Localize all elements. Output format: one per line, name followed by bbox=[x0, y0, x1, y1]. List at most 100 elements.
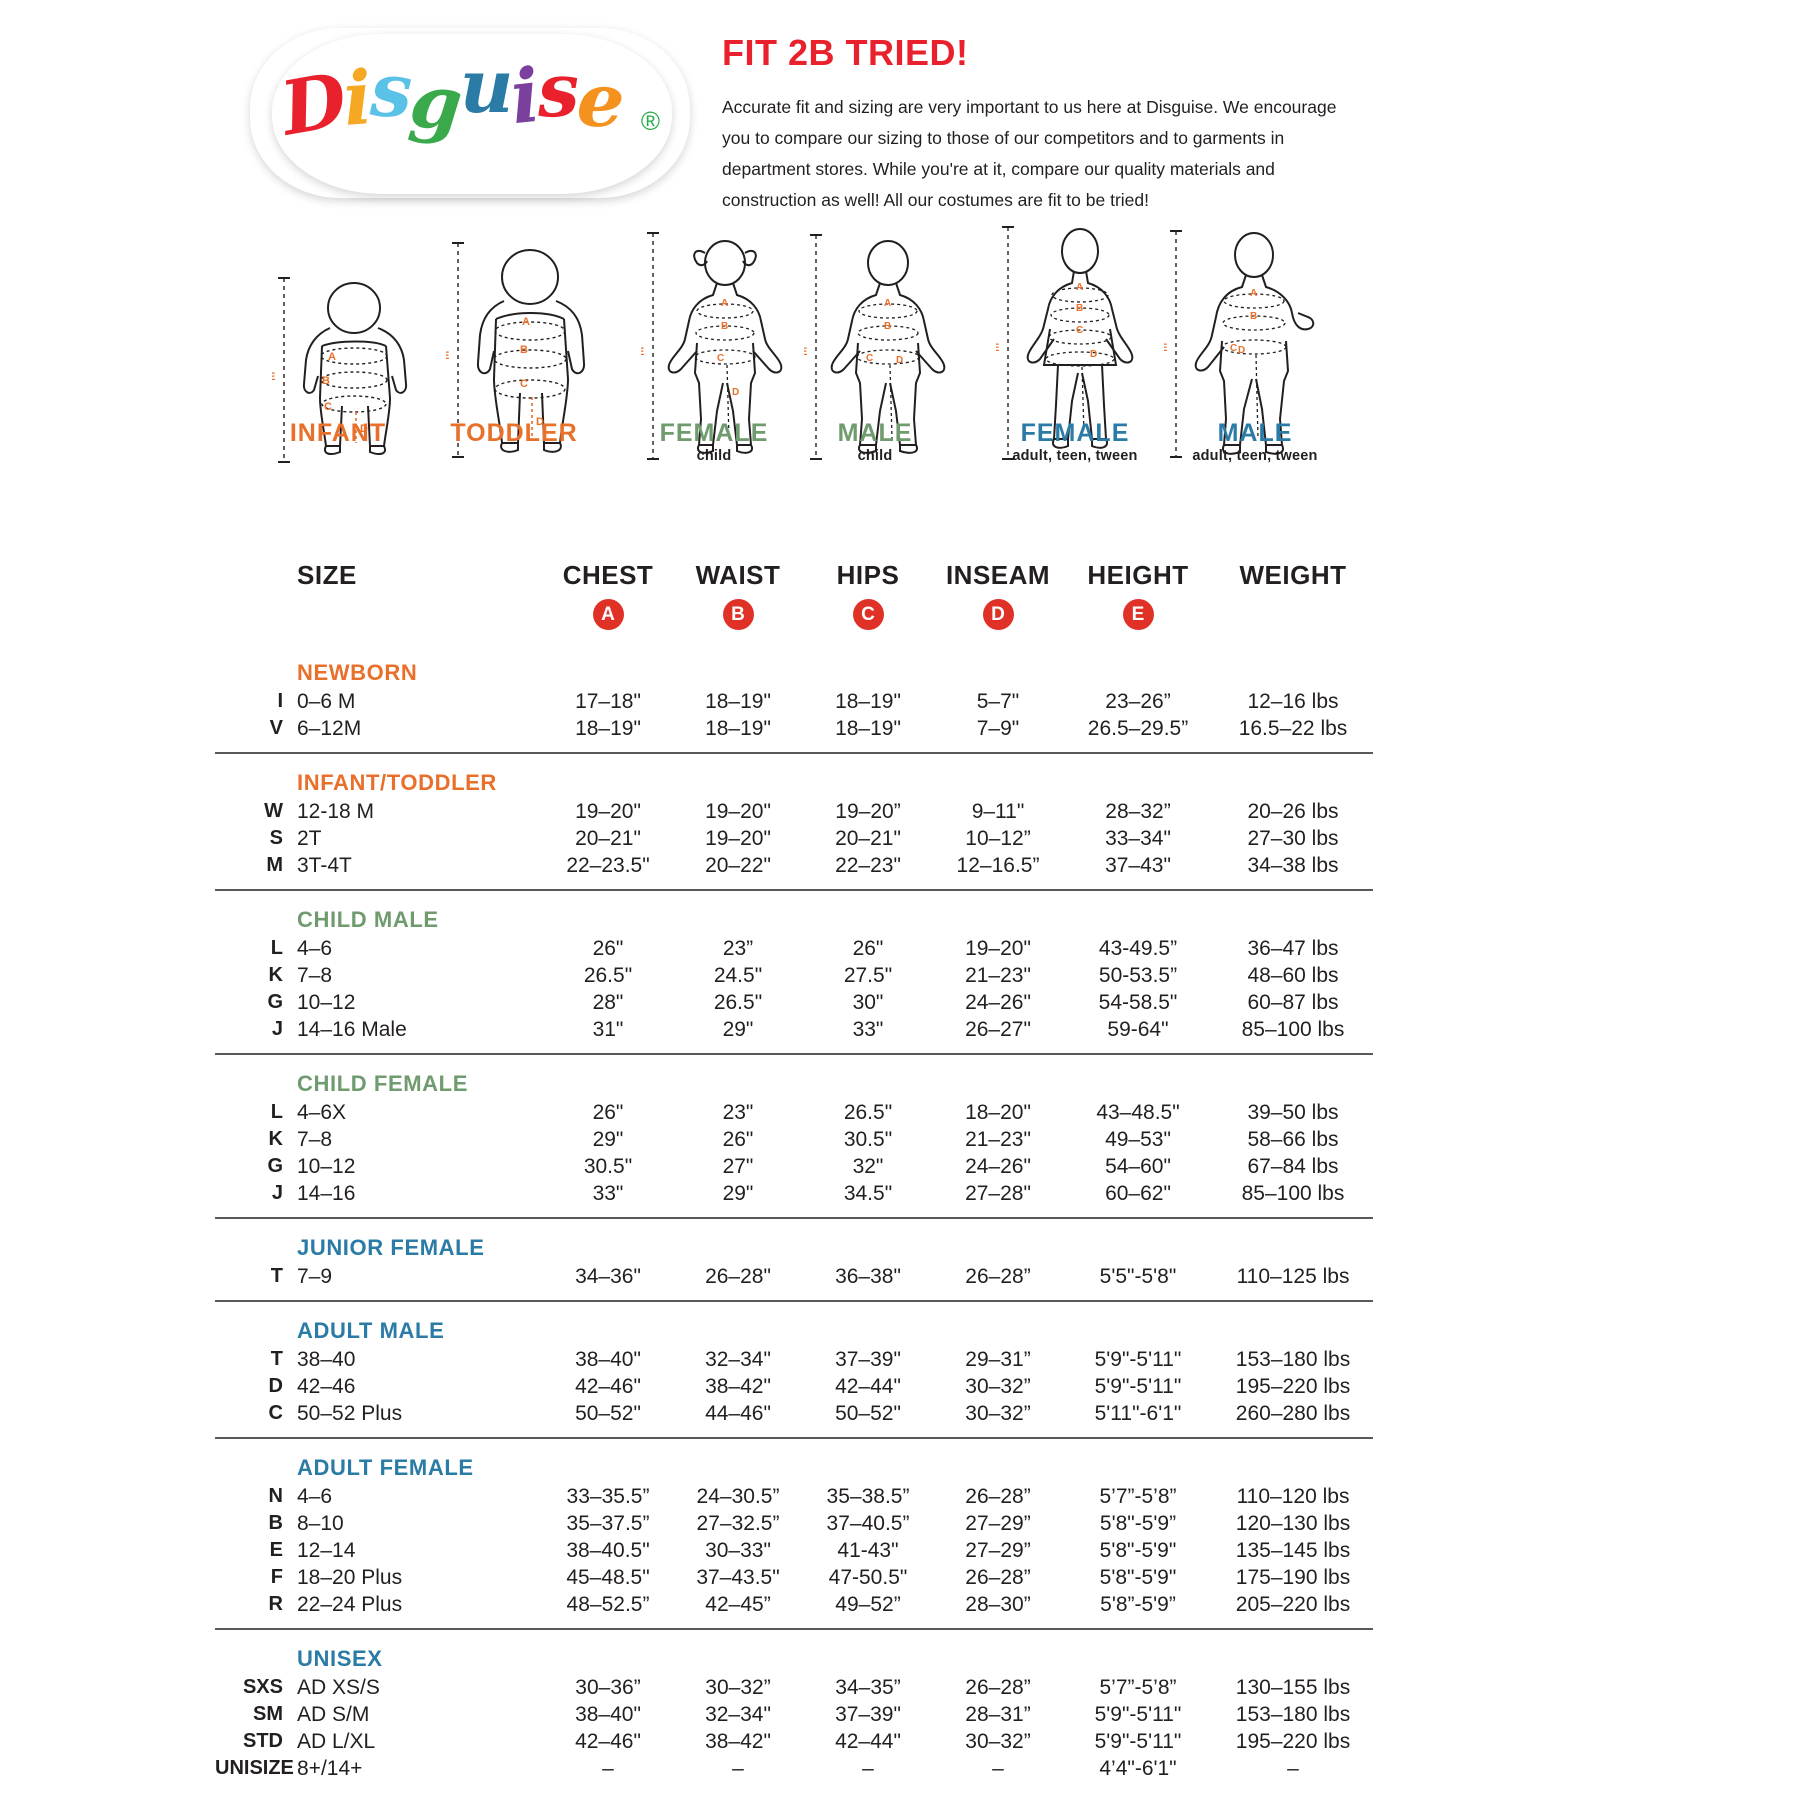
table-group-header-newborn: NEWBORN bbox=[215, 644, 1373, 688]
figure-caption-toddler: TODDLER bbox=[404, 420, 624, 448]
table-row[interactable]: S 2T 20–21" 19–20" 20–21" 10–12” 33–34" 27–30 l… bbox=[215, 825, 1373, 852]
figure-caption-female-adult: FEMALE adult, teen, tween bbox=[965, 420, 1185, 465]
svg-text:D: D bbox=[360, 423, 368, 435]
row-size: 10–12 bbox=[297, 990, 356, 1014]
table-row[interactable]: J 14–16 33" 29" 34.5" 27–28" 60–62" 85–100 lbs bbox=[215, 1180, 1373, 1207]
row-code: SM bbox=[253, 1703, 283, 1725]
svg-text:C: C bbox=[866, 353, 873, 364]
cell-waist: 27–32.5” bbox=[696, 1511, 780, 1535]
cell-hips: 33" bbox=[852, 1017, 884, 1041]
table-row[interactable]: SXS AD XS/S 30–36” 30–32” 34–35” 26–28” 5’7”-5… bbox=[215, 1674, 1373, 1701]
table-row[interactable]: K 7–8 26.5" 24.5" 27.5" 21–23" 50-53.5” 48–60 l… bbox=[215, 962, 1373, 989]
table-body: NEWBORN I 0–6 M 17–18" 18–19" 18–19" 5–7" 23–26… bbox=[215, 644, 1373, 1782]
cell-weight: 20–26 lbs bbox=[1247, 799, 1339, 823]
cell-weight: 195–220 lbs bbox=[1235, 1374, 1351, 1398]
svg-text:C: C bbox=[717, 353, 724, 364]
divider-line bbox=[215, 742, 1373, 754]
cell-hips: 34.5" bbox=[843, 1181, 893, 1205]
table-row[interactable]: B 8–10 35–37.5” 27–32.5” 37–40.5” 27–29” 5'8"-… bbox=[215, 1510, 1373, 1537]
cell-hips: 30.5" bbox=[843, 1127, 893, 1151]
svg-text:D: D bbox=[732, 387, 739, 398]
row-code: F bbox=[270, 1566, 283, 1588]
table-row[interactable]: STD AD L/XL 42–46" 38–42" 42–44" 30–32” 5'9"-5… bbox=[215, 1728, 1373, 1755]
row-size: 18–20 Plus bbox=[297, 1565, 403, 1589]
table-row[interactable]: D 42–46 42–46" 38–42" 42–44" 30–32” 5'9"-5'11"… bbox=[215, 1373, 1373, 1400]
cell-height: 4’4"-6'1" bbox=[1099, 1756, 1177, 1780]
cell-waist: 18–19" bbox=[705, 689, 771, 713]
height-dimension-line-infant: E bbox=[272, 272, 296, 467]
svg-text:A: A bbox=[1250, 288, 1257, 299]
cell-weight: 153–180 lbs bbox=[1235, 1347, 1351, 1371]
group-code-spacer bbox=[215, 1439, 293, 1483]
table-row[interactable]: G 10–12 28" 26.5" 30" 24–26" 54-58.5" 60–87 lbs bbox=[215, 989, 1373, 1016]
figure-male-child: A B C D E bbox=[804, 234, 958, 460]
table-group-header-unisex: UNISEX bbox=[215, 1630, 1373, 1674]
cell-waist: 19–20" bbox=[705, 826, 771, 850]
cell-inseam: 12–16.5” bbox=[956, 853, 1040, 877]
table-row[interactable]: M 3T-4T 22–23.5" 20–22" 22–23" 12–16.5” 37–43"… bbox=[215, 852, 1373, 879]
cell-inseam: 24–26" bbox=[965, 990, 1031, 1014]
column-header-height: HEIGHT bbox=[1087, 560, 1189, 590]
badge-b-icon: B bbox=[722, 599, 754, 630]
cell-inseam: 27–28" bbox=[965, 1181, 1031, 1205]
row-code: B bbox=[268, 1512, 283, 1534]
table-row[interactable]: J 14–16 Male 31" 29" 33" 26–27" 59-64" 85–100 l… bbox=[215, 1016, 1373, 1043]
table-row[interactable]: N 4–6 33–35.5” 24–30.5” 35–38.5” 26–28” 5’7”-5… bbox=[215, 1483, 1373, 1510]
cell-waist: 20–22" bbox=[705, 853, 771, 877]
cell-chest: 33–35.5” bbox=[566, 1484, 650, 1508]
row-code: D bbox=[268, 1375, 283, 1397]
cell-height: 5'11"-6'1" bbox=[1094, 1401, 1182, 1425]
logo-blob-front bbox=[272, 34, 672, 194]
svg-text:B: B bbox=[520, 344, 528, 356]
body-figures-row: A B C D E bbox=[0, 225, 1800, 485]
table-row[interactable]: K 7–8 29" 26" 30.5" 21–23" 49–53" 58–66 lbs bbox=[215, 1126, 1373, 1153]
table-group-header-adult-male: ADULT MALE bbox=[215, 1302, 1373, 1346]
row-code: T bbox=[270, 1348, 283, 1370]
cell-hips: 26" bbox=[852, 936, 884, 960]
cell-inseam: 30–32” bbox=[965, 1374, 1031, 1398]
table-row[interactable]: C 50–52 Plus 50–52" 44–46" 50–52" 30–32” 5'11"… bbox=[215, 1400, 1373, 1427]
row-code: I bbox=[277, 690, 283, 712]
table-row[interactable]: W 12-18 M 19–20" 19–20" 19–20” 9–11" 28–32” 20–… bbox=[215, 798, 1373, 825]
cell-hips: 42–44" bbox=[835, 1729, 901, 1753]
cell-height: 33–34" bbox=[1105, 826, 1171, 850]
logo-letter-4: u bbox=[459, 44, 514, 130]
cell-weight: 48–60 lbs bbox=[1247, 963, 1339, 987]
row-size: 38–40 bbox=[297, 1347, 356, 1371]
cell-inseam: 26–28” bbox=[965, 1484, 1031, 1508]
cell-hips: 42–44" bbox=[835, 1374, 901, 1398]
caption-sub: child bbox=[857, 448, 893, 464]
table-row[interactable]: I 0–6 M 17–18" 18–19" 18–19" 5–7" 23–26” 12–16 … bbox=[215, 688, 1373, 715]
table-row[interactable]: L 4–6 26" 23” 26" 19–20" 43-49.5” 36–47 lbs bbox=[215, 935, 1373, 962]
cell-hips: 22–23" bbox=[835, 853, 901, 877]
table-row[interactable]: R 22–24 Plus 48–52.5” 42–45” 49–52” 28–30” 5'8… bbox=[215, 1591, 1373, 1618]
svg-text:E: E bbox=[804, 346, 807, 358]
row-size: 12–14 bbox=[297, 1538, 356, 1562]
cell-height: 5'8"-5'9" bbox=[1099, 1538, 1177, 1562]
table-row[interactable]: T 7–9 34–36" 26–28" 36–38" 26–28” 5'5"-5'8" 110… bbox=[215, 1263, 1373, 1290]
figure-toddler: A B C D E bbox=[446, 242, 608, 458]
table-row[interactable]: UNISIZE 8+/14+ – – – – 4’4"-6'1" – bbox=[215, 1755, 1373, 1782]
table-row[interactable]: SM AD S/M 38–40" 32–34" 37–39" 28–31” 5'9"-5'1… bbox=[215, 1701, 1373, 1728]
table-badge-row: A B C D E bbox=[215, 593, 1373, 644]
cell-hips: 37–40.5” bbox=[826, 1511, 910, 1535]
row-code: K bbox=[268, 964, 283, 986]
caption-sub: child bbox=[696, 448, 732, 464]
cell-hips: 20–21" bbox=[835, 826, 901, 850]
cell-waist: 26–28" bbox=[705, 1264, 771, 1288]
cell-waist: 23" bbox=[722, 1100, 754, 1124]
table-row[interactable]: F 18–20 Plus 45–48.5" 37–43.5" 47-50.5" 26–28… bbox=[215, 1564, 1373, 1591]
row-size: 8–10 bbox=[297, 1511, 344, 1535]
table-row[interactable]: E 12–14 38–40.5" 30–33" 41-43" 27–29” 5'8"-5'9… bbox=[215, 1537, 1373, 1564]
table-group-header-adult-female: ADULT FEMALE bbox=[215, 1439, 1373, 1483]
table-row[interactable]: V 6–12M 18–19" 18–19" 18–19" 7–9" 26.5–29.5” 16… bbox=[215, 715, 1373, 742]
cell-chest: 38–40" bbox=[575, 1347, 641, 1371]
cell-inseam: 21–23" bbox=[965, 1127, 1031, 1151]
cell-weight: 16.5–22 lbs bbox=[1238, 716, 1348, 740]
table-row[interactable]: T 38–40 38–40" 32–34" 37–39" 29–31” 5'9"-5'11"… bbox=[215, 1346, 1373, 1373]
cell-weight: 120–130 lbs bbox=[1235, 1511, 1351, 1535]
table-row[interactable]: G 10–12 30.5" 27" 32" 24–26" 54–60" 67–84 lbs bbox=[215, 1153, 1373, 1180]
table-row[interactable]: L 4–6X 26" 23" 26.5" 18–20" 43–48.5" 39–50 lbs bbox=[215, 1099, 1373, 1126]
cell-chest: 38–40.5" bbox=[566, 1538, 650, 1562]
cell-chest: 42–46" bbox=[575, 1374, 641, 1398]
